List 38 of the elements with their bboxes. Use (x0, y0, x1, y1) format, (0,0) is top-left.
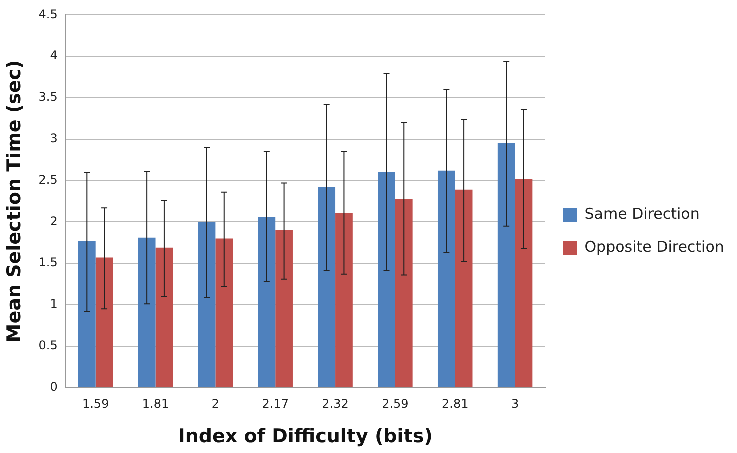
y-tick-label: 0.5 (38, 338, 58, 353)
bar (78, 241, 96, 388)
x-tick-label: 1.59 (82, 397, 110, 412)
bar (515, 179, 533, 388)
bar (318, 187, 336, 388)
y-tick-label: 4.5 (38, 7, 58, 22)
bar (336, 213, 353, 388)
y-tick-label: 1.5 (38, 256, 58, 270)
legend-label: Same Direction (584, 204, 700, 223)
y-tick-label: 2.5 (38, 172, 58, 187)
y-tick-label: 3 (50, 132, 58, 146)
x-tick-label: 2.59 (382, 397, 409, 412)
x-tick-label: 1.81 (142, 397, 170, 412)
y-tick-label: 2 (50, 214, 58, 228)
y-tick-label: 4 (50, 48, 58, 63)
bar (198, 222, 216, 388)
x-tick-label: 2.81 (442, 397, 469, 412)
bar (395, 199, 413, 388)
bar (96, 258, 114, 388)
x-tick-label: 2 (212, 397, 220, 412)
x-tick-label: 2.17 (262, 397, 289, 412)
y-tick-label: 3.5 (38, 90, 58, 104)
bar (438, 170, 456, 388)
bar (138, 238, 156, 388)
bar (258, 217, 276, 388)
y-tick-label: 1 (50, 297, 58, 312)
y-axis-title: Mean Selection Time (sec) (3, 60, 26, 343)
x-tick-label: 2.32 (322, 397, 349, 412)
bar (276, 230, 293, 388)
bar (156, 248, 174, 388)
x-axis-title: Index of Difficulty (bits) (178, 426, 433, 448)
y-tick-label: 0 (50, 380, 58, 394)
bar (498, 144, 516, 388)
legend-label: Opposite Direction (584, 238, 724, 256)
bar (455, 190, 473, 388)
bar (216, 238, 234, 388)
x-tick-label: 3 (511, 397, 520, 412)
bar (378, 172, 396, 388)
